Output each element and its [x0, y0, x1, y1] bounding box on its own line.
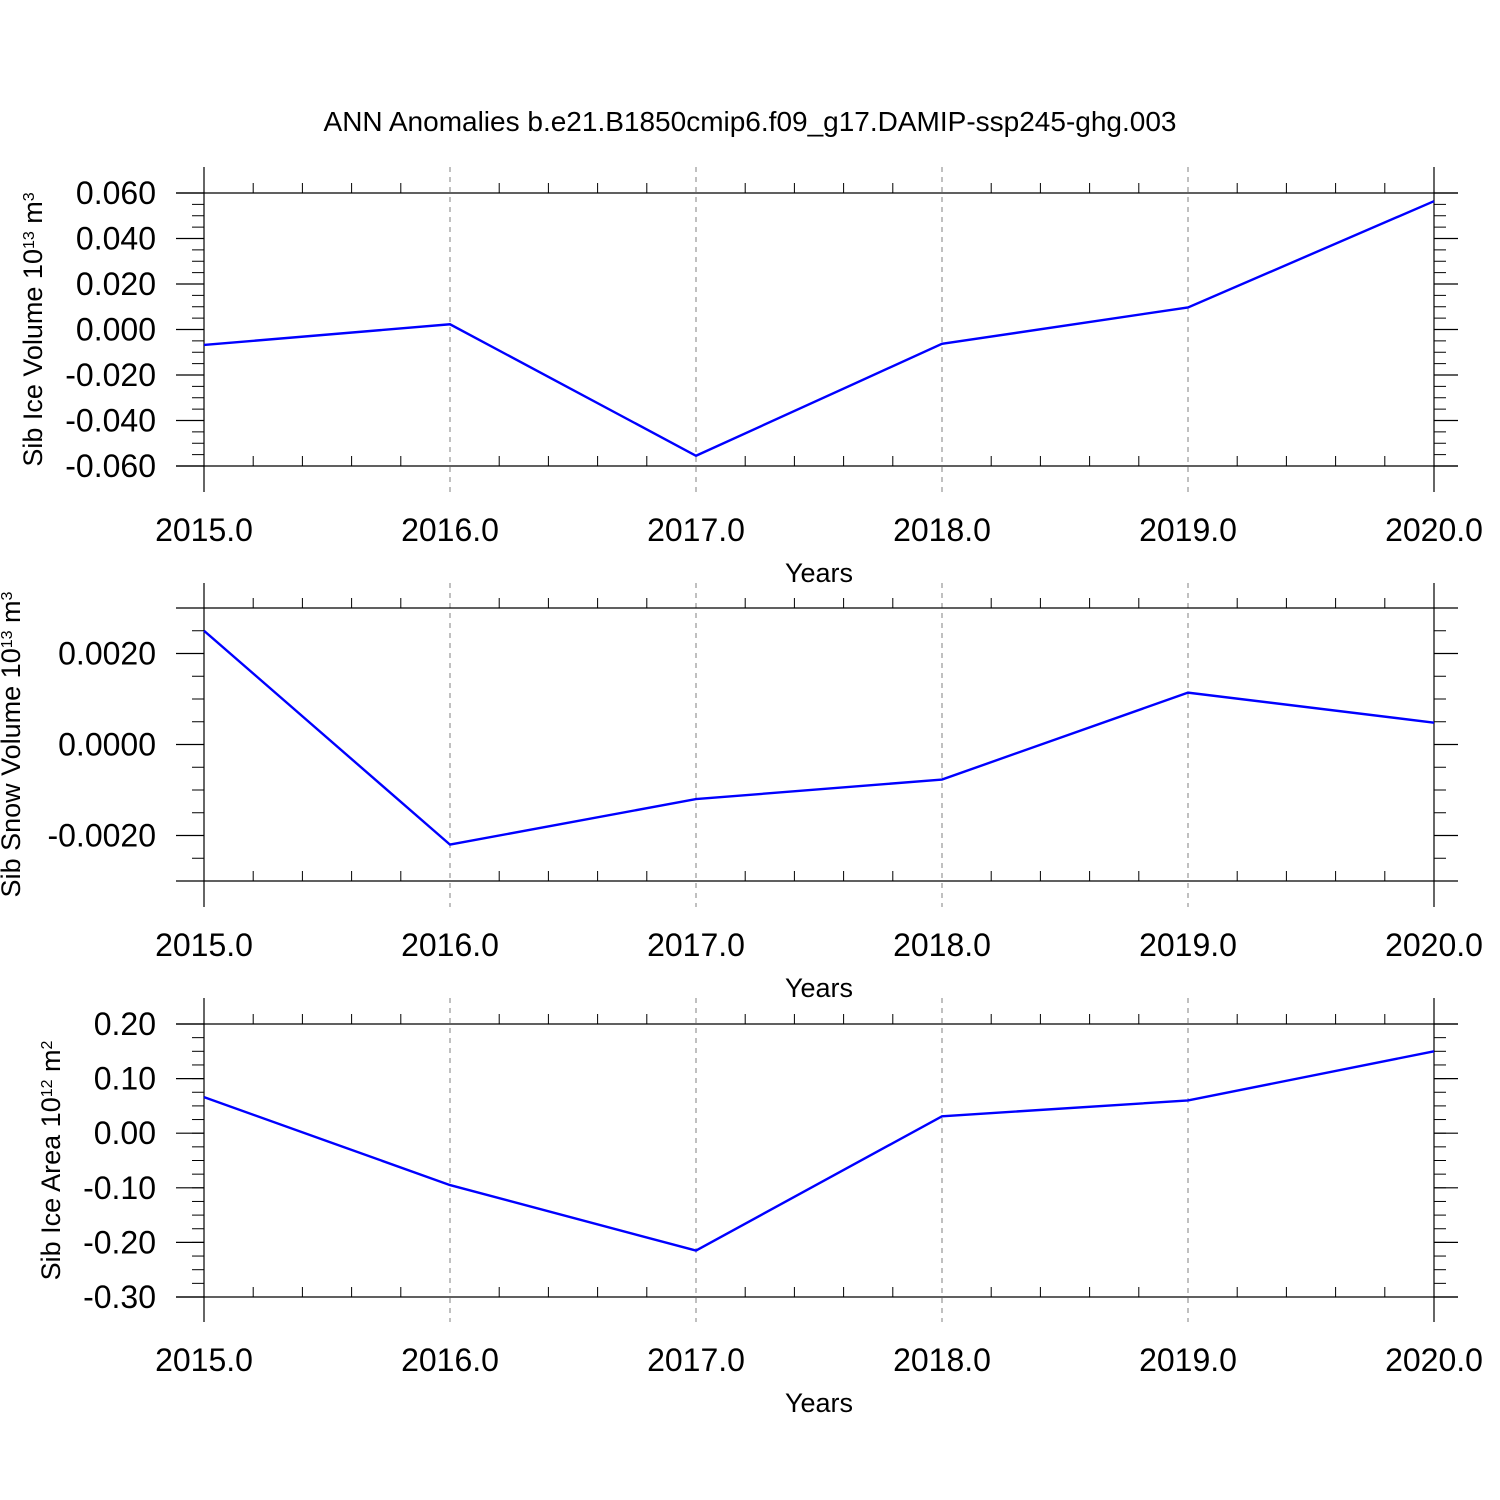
- y-axis-title-part: m: [36, 1049, 66, 1079]
- x-tick-label: 2016.0: [401, 1342, 499, 1378]
- y-axis-title-part: m: [0, 600, 26, 630]
- x-tick-label: 2019.0: [1139, 927, 1237, 963]
- y-tick-label: 0.000: [76, 312, 156, 348]
- x-tick-label: 2016.0: [401, 927, 499, 963]
- panel-1: -0.060 -0.040 -0.020 0.000 0.020 0.040 0.060 20…: [18, 167, 1483, 588]
- x-tick-label: 2015.0: [155, 1342, 253, 1378]
- panels: -0.060-0.040-0.0200.0000.0200.0400.06020…: [0, 167, 1483, 1418]
- y-axis-title: Sib Ice Area 1012 m2: [36, 1040, 66, 1280]
- x-tick-label: 2016.0: [401, 512, 499, 548]
- x-tick-label: 2018.0: [893, 1342, 991, 1378]
- x-tick-label: 2020.0: [1385, 512, 1483, 548]
- y-axis-title-superscript: 3: [0, 591, 16, 600]
- x-tick-label: 2018.0: [893, 927, 991, 963]
- x-tick-label: 2017.0: [647, 927, 745, 963]
- panel-2: -0.0020 0.0000 0.0020 2015.0 2016.0 2017.0 201…: [0, 583, 1483, 1003]
- y-tick-label: 0.060: [76, 175, 156, 211]
- x-tick-label: 2019.0: [1139, 1342, 1237, 1378]
- y-tick-label: 0.0000: [58, 727, 156, 763]
- y-axis-title: Sib Ice Volume 1013 m3: [18, 192, 48, 466]
- x-axis-title: Years: [785, 558, 853, 588]
- chart-title: ANN Anomalies b.e21.B1850cmip6.f09_g17.D…: [324, 106, 1177, 137]
- y-axis-title-superscript: 13: [0, 630, 16, 648]
- x-tick-label: 2017.0: [647, 512, 745, 548]
- y-tick-label: -0.0020: [47, 818, 156, 854]
- y-axis-title-part: m: [18, 201, 48, 231]
- x-tick-label: 2019.0: [1139, 512, 1237, 548]
- x-axis-title: Years: [785, 1388, 853, 1418]
- x-axis-title: Years: [785, 973, 853, 1003]
- y-tick-label: -0.30: [83, 1279, 156, 1315]
- y-tick-label: -0.20: [83, 1224, 156, 1260]
- y-axis-title-part: Sib Snow Volume 10: [0, 648, 26, 897]
- series-line: [203, 1050, 1435, 1252]
- x-tick-label: 2015.0: [155, 927, 253, 963]
- x-tick-label: 2017.0: [647, 1342, 745, 1378]
- y-tick-label: 0.10: [94, 1061, 156, 1097]
- y-tick-label: 0.00: [94, 1115, 156, 1151]
- y-tick-label: 0.0020: [58, 636, 156, 672]
- x-tick-label: 2018.0: [893, 512, 991, 548]
- y-axis-title-superscript: 3: [21, 192, 38, 201]
- y-tick-label: 0.20: [94, 1006, 156, 1042]
- x-tick-label: 2015.0: [155, 512, 253, 548]
- x-tick-label: 2020.0: [1385, 1342, 1483, 1378]
- panel-3: -0.30 -0.20 -0.10 0.00 0.10 0.20 2015.0 2016.0 2…: [36, 998, 1483, 1418]
- y-tick-label: -0.020: [65, 357, 156, 393]
- y-tick-label: -0.060: [65, 448, 156, 484]
- x-tick-label: 2020.0: [1385, 927, 1483, 963]
- y-tick-label: -0.040: [65, 403, 156, 439]
- y-axis-title-superscript: 12: [39, 1079, 56, 1097]
- y-axis-title-superscript: 2: [39, 1040, 56, 1049]
- y-tick-label: -0.10: [83, 1170, 156, 1206]
- y-axis-title-superscript: 13: [21, 231, 38, 249]
- y-tick-label: 0.040: [76, 221, 156, 257]
- series-line: [203, 629, 1435, 846]
- y-axis-title-part: Sib Ice Area 10: [36, 1097, 66, 1280]
- y-axis-title: Sib Snow Volume 1013 m3: [0, 591, 26, 897]
- y-tick-label: 0.020: [76, 266, 156, 302]
- y-axis-title-part: Sib Ice Volume 10: [18, 249, 48, 467]
- series-line: [203, 200, 1435, 458]
